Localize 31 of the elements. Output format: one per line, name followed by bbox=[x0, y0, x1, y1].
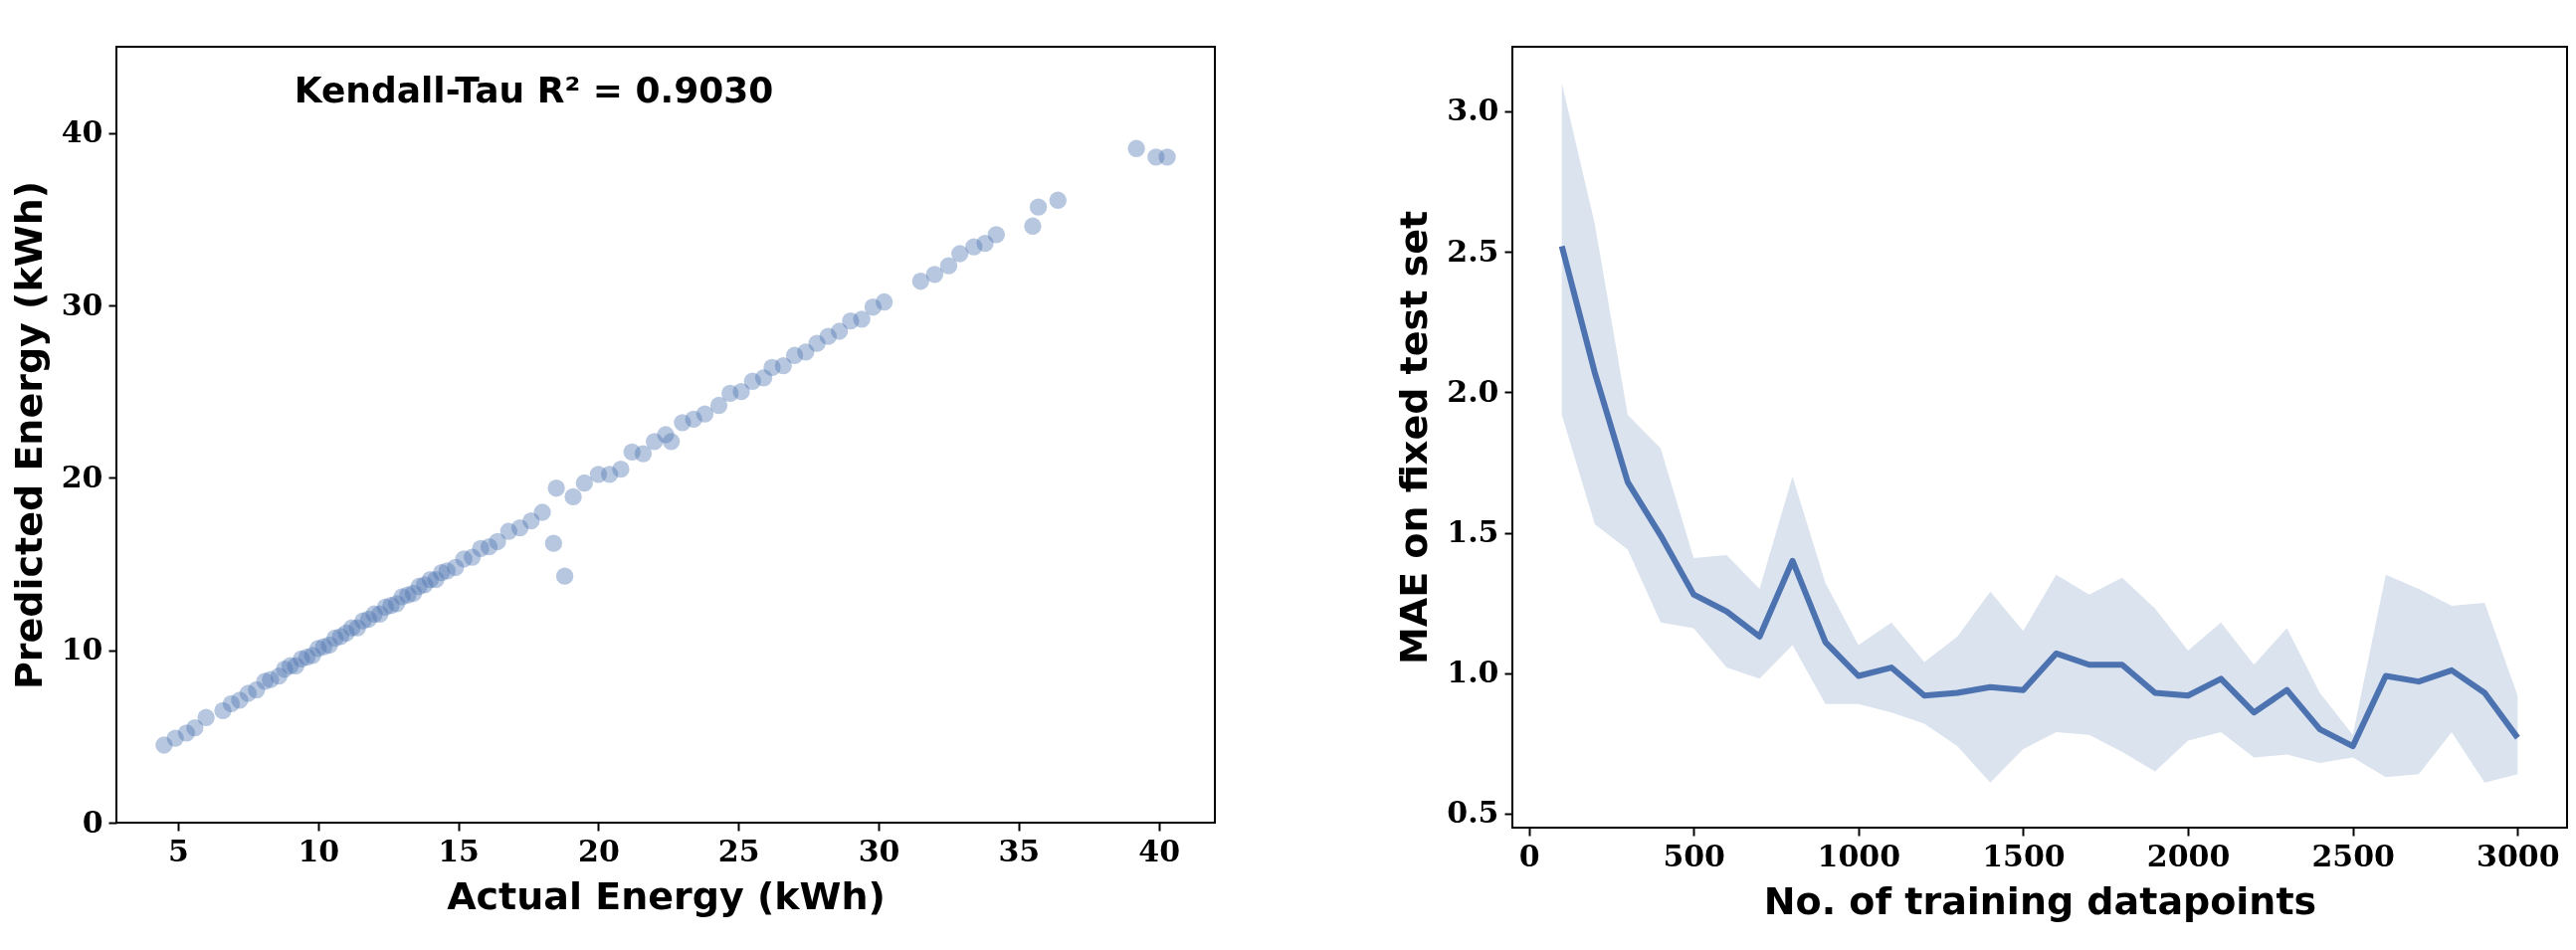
x-tick-label: 500 bbox=[1663, 838, 1725, 873]
x-tick-label: 25 bbox=[717, 833, 760, 868]
y-tick-label: 1.5 bbox=[1447, 514, 1499, 550]
y-tick-label: 10 bbox=[61, 632, 103, 667]
x-tick-label: 2000 bbox=[2146, 838, 2231, 873]
x-tick-label: 20 bbox=[578, 833, 620, 868]
x-tick-label: 3000 bbox=[2477, 838, 2560, 873]
x-tick-label: 30 bbox=[858, 833, 900, 868]
y-tick-label: 40 bbox=[61, 114, 103, 150]
y-axis-title: Predicted Energy (kWh) bbox=[6, 180, 51, 690]
x-tick-label: 1500 bbox=[1982, 838, 2066, 873]
y-tick-label: 1.0 bbox=[1447, 655, 1499, 690]
annotation: Kendall-Tau R² = 0.9030 bbox=[294, 70, 774, 110]
x-tick-label: 10 bbox=[297, 833, 340, 868]
y-tick-label: 3.0 bbox=[1447, 93, 1499, 128]
y-axis-title: MAE on fixed test set bbox=[1392, 210, 1437, 665]
x-axis-title: No. of training datapoints bbox=[1763, 878, 2317, 923]
x-tick-label: 15 bbox=[438, 833, 480, 868]
x-tick-label: 40 bbox=[1138, 833, 1181, 868]
y-tick-label: 0 bbox=[82, 804, 103, 840]
x-axis-title: Actual Energy (kWh) bbox=[447, 873, 886, 918]
x-tick-label: 0 bbox=[1518, 838, 1540, 873]
y-tick-label: 2.0 bbox=[1447, 373, 1499, 409]
y-tick-label: 0.5 bbox=[1447, 795, 1499, 831]
y-tick-label: 2.5 bbox=[1447, 233, 1499, 269]
x-tick-label: 1000 bbox=[1817, 838, 1901, 873]
x-tick-label: 35 bbox=[998, 833, 1041, 868]
x-tick-label: 2500 bbox=[2311, 838, 2395, 873]
y-tick-label: 30 bbox=[61, 286, 103, 322]
y-tick-label: 20 bbox=[61, 459, 103, 494]
x-tick-label: 5 bbox=[168, 833, 189, 868]
